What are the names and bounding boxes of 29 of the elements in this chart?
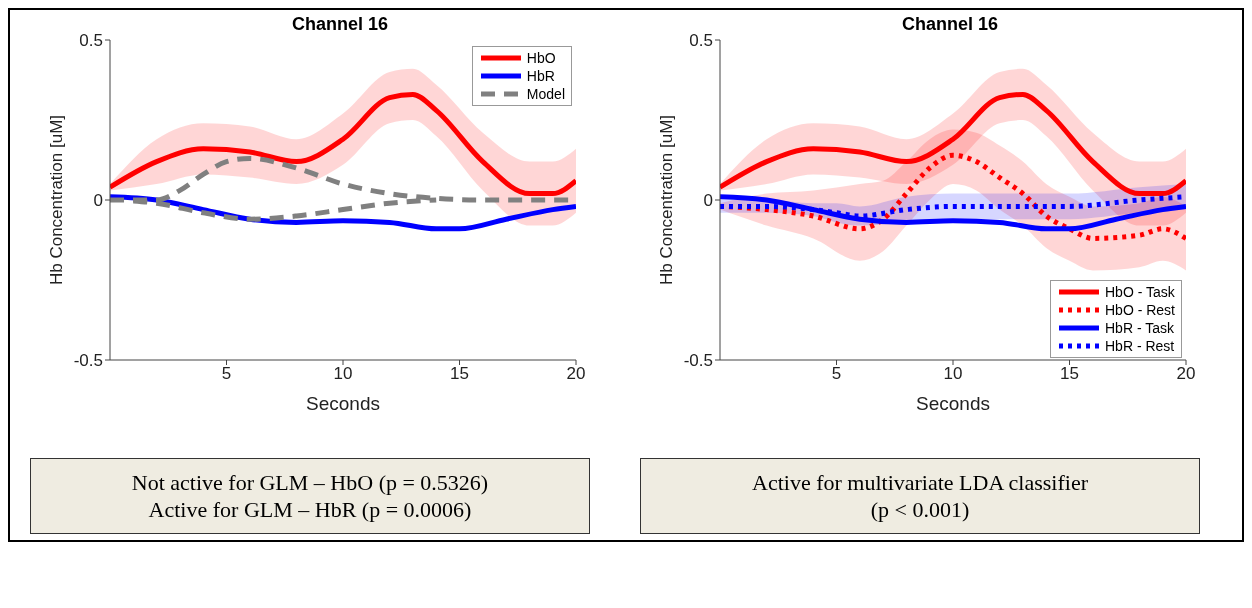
y-tick-label: 0.5 (689, 31, 713, 51)
x-tick-label: 15 (450, 364, 469, 384)
y-tick-label: 0 (703, 191, 713, 211)
legend-label: HbO - Rest (1104, 301, 1175, 319)
legend-label: Model (526, 85, 565, 103)
y-tick-label: -0.5 (73, 351, 103, 371)
legend-label: HbR (526, 67, 555, 85)
x-tick-label: 5 (221, 364, 232, 384)
y-tick-label: 0.5 (79, 31, 103, 51)
y-tick-label: -0.5 (683, 351, 713, 371)
legend-label: HbO (526, 49, 556, 67)
x-axis-title: Seconds (916, 393, 990, 414)
y-axis-title: Hb Concentration [uM] (657, 114, 677, 286)
x-tick-label: 10 (333, 364, 353, 384)
legend-label: HbR - Task (1104, 319, 1174, 337)
chart-title: Channel 16 (901, 14, 999, 34)
x-tick-label: 5 (831, 364, 842, 384)
y-tick-label: 0 (93, 191, 103, 211)
legend-label: HbR - Rest (1104, 337, 1175, 355)
x-axis-title: Seconds (306, 393, 380, 414)
chart-title: Channel 16 (291, 14, 389, 34)
x-tick-label: 10 (943, 364, 963, 384)
text: Not active for GLM – HbO (p = 0.5326) Active for GLM – HbR (p = 0.0006) (130, 469, 490, 523)
text: Active for multivariate LDA classifier (p < 0.001) (751, 469, 1089, 523)
y-axis-title: Hb Concentration [uM] (47, 114, 67, 286)
x-tick-label: 20 (1176, 364, 1196, 384)
x-tick-label: 20 (566, 364, 586, 384)
x-tick-label: 15 (1060, 364, 1079, 384)
legend-label: HbO - Task (1104, 283, 1175, 301)
